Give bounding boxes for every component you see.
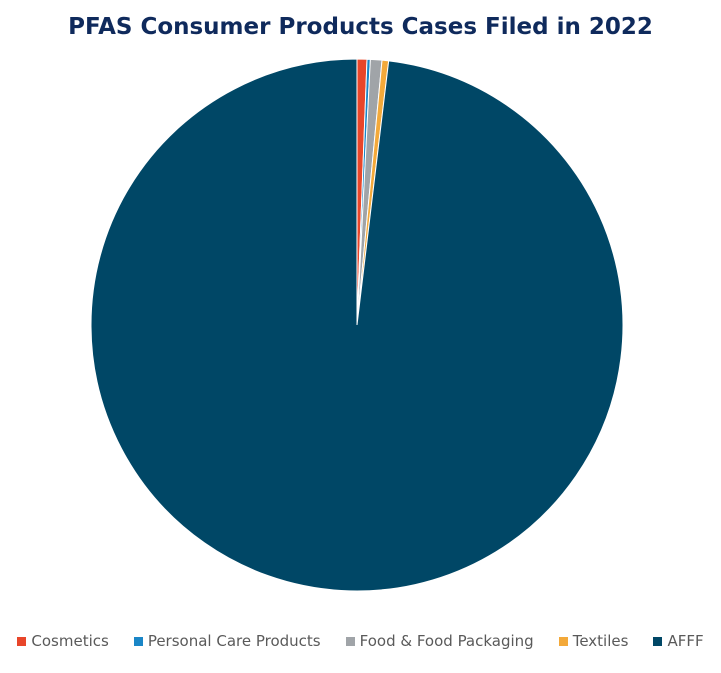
- legend-swatch: [17, 636, 27, 646]
- pie-slice-afff: [90, 58, 624, 592]
- legend-label: Textiles: [572, 632, 629, 650]
- legend-label: AFFF: [667, 632, 704, 650]
- legend-label: Cosmetics: [31, 632, 109, 650]
- chart-legend: Cosmetics Personal Care Products Food & Fo…: [0, 632, 721, 650]
- legend-item-cosmetics: Cosmetics: [17, 632, 109, 650]
- legend-item-personal-care-products: Personal Care Products: [133, 632, 321, 650]
- legend-label: Food & Food Packaging: [359, 632, 534, 650]
- legend-swatch: [558, 636, 568, 646]
- chart-title: PFAS Consumer Products Cases Filed in 20…: [68, 14, 653, 40]
- legend-swatch: [345, 636, 355, 646]
- legend-item-textiles: Textiles: [558, 632, 629, 650]
- legend-swatch: [653, 636, 663, 646]
- legend-label: Personal Care Products: [147, 632, 321, 650]
- legend-item-food-food-packaging: Food & Food Packaging: [345, 632, 534, 650]
- legend-swatch: [133, 636, 143, 646]
- legend-item-afff: AFFF: [653, 632, 704, 650]
